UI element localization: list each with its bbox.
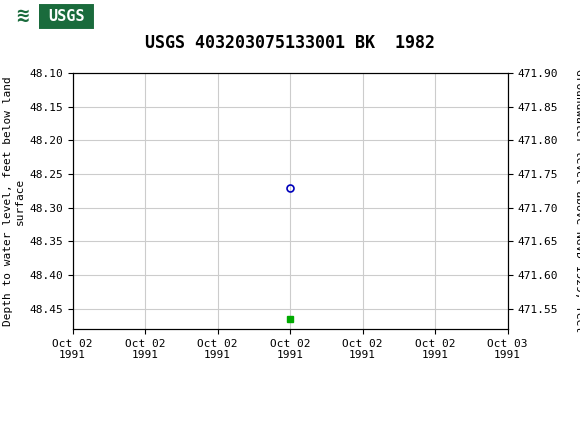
FancyBboxPatch shape (5, 3, 39, 30)
FancyBboxPatch shape (5, 3, 95, 30)
Y-axis label: Depth to water level, feet below land
surface: Depth to water level, feet below land su… (3, 76, 25, 326)
Text: USGS 403203075133001 BK  1982: USGS 403203075133001 BK 1982 (145, 34, 435, 52)
Text: USGS: USGS (49, 9, 85, 24)
Y-axis label: Groundwater level above NGVD 1929, feet: Groundwater level above NGVD 1929, feet (574, 69, 580, 333)
Text: ≋: ≋ (16, 6, 28, 26)
